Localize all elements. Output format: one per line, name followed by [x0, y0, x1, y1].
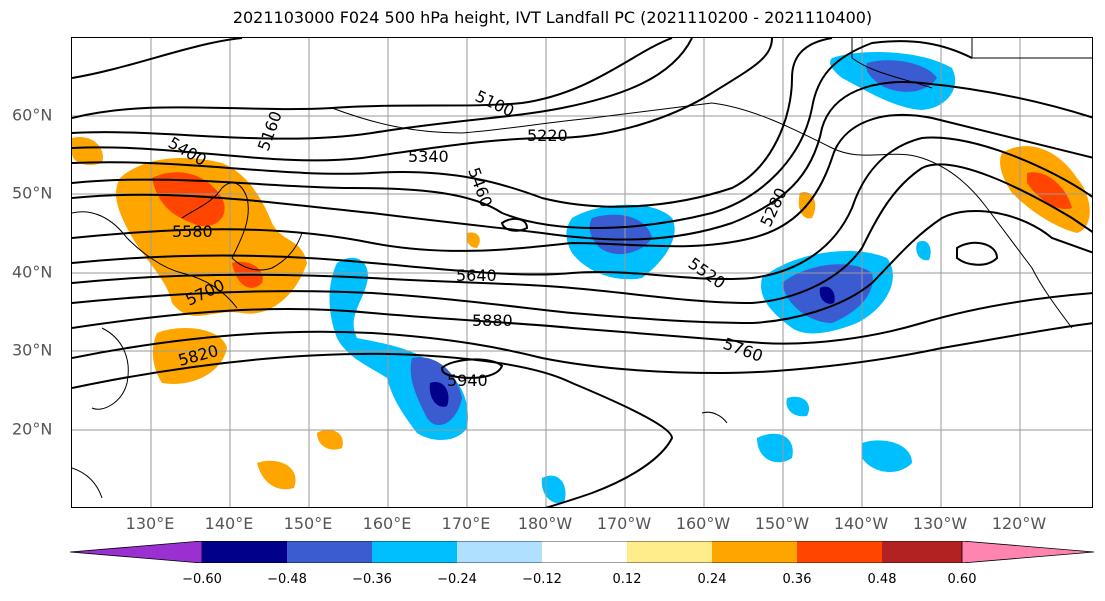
colorbar-bin-1	[202, 541, 287, 563]
lon-label-160e: 160°E	[362, 514, 412, 533]
height-contours	[72, 38, 1092, 507]
negative-core-gulf	[819, 286, 835, 304]
colorbar	[70, 541, 1094, 563]
colorbar-bin-9	[882, 541, 962, 563]
colorbar-tick-2: −0.48	[267, 572, 307, 587]
lat-label-50n: 50°N	[12, 183, 53, 203]
positive-core-northamerica	[1027, 172, 1072, 209]
lon-label-130e: 130°E	[125, 514, 175, 533]
colorbar-tick-7: 0.24	[697, 572, 727, 587]
lon-label-140e: 140°E	[204, 514, 254, 533]
map-panel: 5100 5160 5220 5280 5340 5400 5460 5520 …	[71, 37, 1093, 508]
contour-label-5520: 5520	[685, 254, 729, 293]
colorbar-tick-5: −0.12	[522, 572, 562, 587]
colorbar-extend-high	[961, 541, 1094, 563]
negative-anomaly-small2	[541, 475, 566, 504]
lon-label-140w: 140°W	[833, 514, 889, 533]
negative-anomaly-small5	[916, 240, 931, 261]
contour-label-5160: 5160	[254, 109, 286, 154]
contour-label-5580: 5580	[172, 222, 213, 241]
contour-label-5940: 5940	[447, 371, 488, 390]
lon-label-170w: 170°W	[596, 514, 652, 533]
lon-label-160w: 160°W	[675, 514, 731, 533]
colorbar-extend-low	[70, 541, 203, 563]
colorbar-bin-7	[712, 541, 797, 563]
colorbar-bin-5	[542, 541, 627, 563]
colorbar-tick-6: 0.12	[612, 572, 642, 587]
contour-label-5640: 5640	[456, 266, 497, 285]
positive-anomaly-small1	[317, 429, 343, 450]
lon-label-150w: 150°W	[754, 514, 810, 533]
colorbar-tick-3: −0.36	[352, 572, 392, 587]
map-svg: 5100 5160 5220 5280 5340 5400 5460 5520 …	[72, 38, 1092, 507]
lon-label-130w: 130°W	[912, 514, 968, 533]
lon-label-170e: 170°E	[441, 514, 491, 533]
positive-anomaly-westedge	[72, 137, 103, 165]
contour-label-5880: 5880	[472, 311, 513, 330]
contour-label-5760: 5760	[721, 334, 766, 366]
lat-label-40n: 40°N	[12, 262, 53, 282]
lat-label-60n: 60°N	[12, 105, 53, 125]
colorbar-tick-1: −0.60	[182, 572, 222, 587]
colorbar-tick-4: −0.24	[437, 572, 477, 587]
lat-label-20n: 20°N	[12, 419, 53, 439]
colorbar-bin-3	[372, 541, 457, 563]
lon-label-120w: 120°W	[991, 514, 1047, 533]
colorbar-bin-6	[627, 541, 712, 563]
coastlines	[72, 38, 1092, 499]
contour-label-5220: 5220	[527, 126, 568, 145]
colorbar-tick-10: 0.60	[947, 572, 977, 587]
colorbar-bin-4	[457, 541, 542, 563]
lat-label-30n: 30°N	[12, 340, 53, 360]
colorbar-bin-8	[797, 541, 882, 563]
contour-label-5460: 5460	[464, 165, 496, 210]
negative-core-pacific-west	[429, 382, 449, 407]
positive-core-japan	[152, 172, 225, 227]
positive-anomaly-small3	[466, 232, 480, 248]
negative-anomaly-small4	[786, 396, 810, 417]
negative-anomaly-small1	[757, 433, 793, 463]
chart-title: 2021103000 F024 500 hPa height, IVT Land…	[232, 8, 873, 27]
colorbar-bin-2	[287, 541, 372, 563]
contour-label-5340: 5340	[408, 147, 449, 166]
negative-anomaly-small3	[862, 440, 912, 473]
positive-anomaly-small2	[257, 460, 296, 490]
lon-label-150e: 150°E	[283, 514, 333, 533]
colorbar-tick-8: 0.36	[782, 572, 812, 587]
lon-label-180w: 180°W	[517, 514, 573, 533]
colorbar-tick-9: 0.48	[867, 572, 897, 587]
